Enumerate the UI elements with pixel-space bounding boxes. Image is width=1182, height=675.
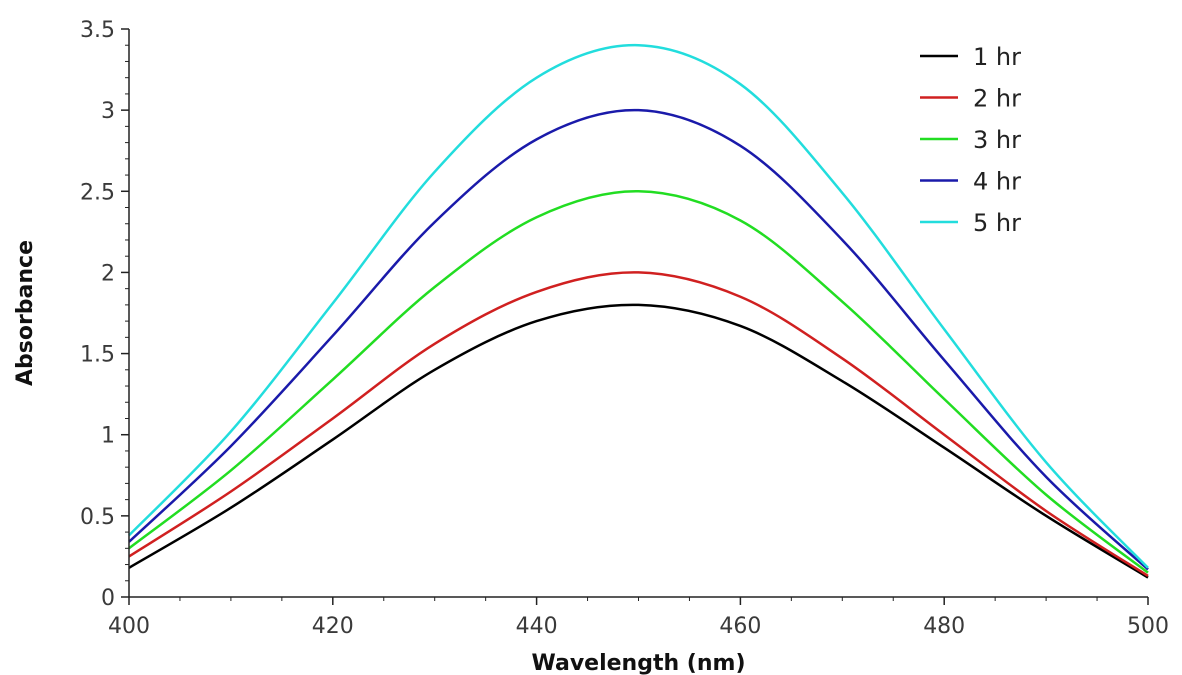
- plot-lines: [128, 43, 1149, 579]
- legend-label: 1 hr: [973, 43, 1021, 71]
- x-tick-label: 460: [719, 614, 761, 639]
- legend-label: 4 hr: [973, 168, 1021, 196]
- y-tick-label: 1.5: [80, 343, 115, 368]
- x-axis-title: Wavelength (nm): [532, 651, 746, 675]
- y-tick-label: 0: [101, 586, 115, 611]
- y-tick-label: 3.5: [80, 18, 115, 43]
- series-line-4: [128, 108, 1149, 571]
- series-line-1: [128, 303, 1149, 579]
- x-tick-label: 500: [1127, 614, 1169, 639]
- legend-label: 3 hr: [973, 126, 1021, 154]
- legend-label: 5 hr: [973, 209, 1021, 237]
- y-tick-label: 2: [101, 261, 115, 286]
- y-tick-label: 1: [101, 424, 115, 449]
- y-tick-label: 3: [101, 99, 115, 124]
- x-tick-label: 440: [516, 614, 558, 639]
- x-tick-label: 420: [312, 614, 354, 639]
- y-tick-label: 0.5: [80, 505, 115, 530]
- series-line-3: [128, 190, 1149, 574]
- y-axis-title: Absorbance: [13, 240, 38, 386]
- tick-labels: 400 420 440 460 480 500 0 0.5 1 1.5 2 2.5 3 3.5: [80, 18, 1169, 639]
- x-tick-label: 480: [923, 614, 965, 639]
- x-tick-label: 400: [108, 614, 150, 639]
- y-tick-label: 2.5: [80, 180, 115, 205]
- legend-label: 2 hr: [973, 85, 1021, 113]
- legend: 1 hr 2 hr 3 hr 4 hr 5 hr: [920, 43, 1021, 237]
- series-line-2: [128, 271, 1149, 577]
- series-line-5: [128, 43, 1149, 569]
- axes: [128, 29, 1148, 598]
- ticks: [121, 28, 1149, 605]
